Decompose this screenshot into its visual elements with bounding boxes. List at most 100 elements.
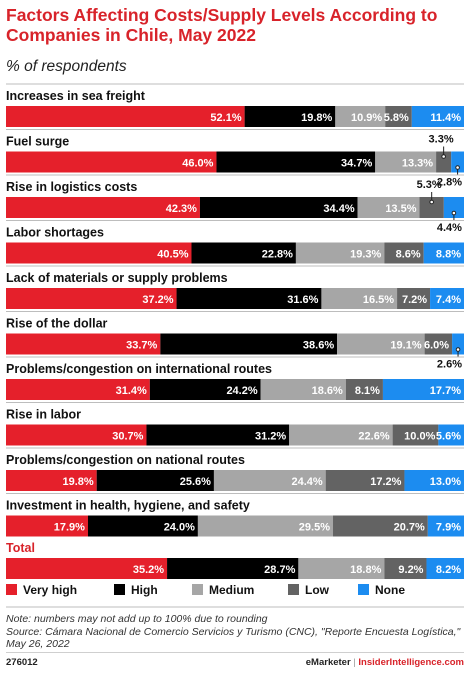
data-label: 19.8% [301, 112, 332, 124]
label-leader-dot [441, 154, 446, 159]
chart-subtitle: % of respondents [6, 58, 127, 75]
data-label: 24.0% [164, 522, 195, 534]
data-label: 8.2% [436, 564, 461, 576]
bar-segment [295, 242, 385, 264]
data-label: 6.0% [424, 340, 449, 352]
data-label: 38.6% [303, 340, 334, 352]
data-label: 19.3% [350, 249, 381, 261]
category-label: Fuel surge [6, 135, 69, 149]
data-label: 2.8% [437, 177, 462, 189]
data-label: 28.7% [264, 564, 295, 576]
bar-segment [426, 558, 464, 579]
bar-segment [382, 379, 464, 400]
data-label: 19.8% [62, 476, 93, 488]
footnote: Note: numbers may not add up to 100% due… [6, 613, 466, 651]
data-label: 42.3% [166, 203, 197, 215]
data-label: 10.9% [351, 112, 382, 124]
data-label: 9.2% [398, 564, 423, 576]
data-label: 7.9% [436, 522, 461, 534]
bar-segment [438, 424, 464, 446]
brand-footer: eMarketer | InsiderIntelligence.com [306, 657, 464, 668]
bar-segment [149, 379, 261, 400]
data-label: 29.5% [299, 522, 330, 534]
bar-segment [260, 379, 346, 400]
brand-name: eMarketer [305, 657, 351, 668]
bar-segment [199, 197, 358, 218]
data-label: 10.0% [404, 431, 435, 443]
bar-segment [384, 242, 424, 264]
bar-segment [397, 288, 431, 309]
label-leader-dot [429, 199, 434, 205]
bar-segment [424, 333, 453, 355]
label-leader-dot [455, 165, 460, 170]
legend-label: Medium [209, 583, 254, 597]
data-label: 34.7% [341, 158, 372, 170]
data-label: 8.6% [396, 249, 421, 261]
chart-id: 276012 [6, 657, 38, 668]
bar-segment [6, 197, 200, 218]
bar-segment [176, 288, 322, 309]
data-label: 13.0% [430, 476, 461, 488]
label-leader-dot [451, 210, 457, 216]
data-label: 18.6% [312, 385, 343, 397]
bar-segment [384, 558, 427, 579]
brand-site: InsiderIntelligence.com [358, 657, 464, 668]
legend-label: Low [305, 583, 330, 597]
data-label: 8.1% [355, 385, 380, 397]
data-label: 31.6% [287, 294, 318, 306]
data-label: 25.6% [180, 476, 211, 488]
bar-segment [160, 333, 338, 355]
bar-segment [6, 151, 217, 173]
bar-segment [6, 558, 168, 579]
data-label: 2.6% [437, 359, 462, 371]
bar-segment [430, 288, 464, 309]
bar-segment [321, 288, 398, 309]
bar-segment [298, 558, 385, 579]
note-text: Note: numbers may not add up to 100% due… [6, 613, 268, 625]
legend-swatch [358, 584, 369, 595]
data-label: 13.5% [385, 203, 416, 215]
bar-segment [146, 424, 290, 446]
bar-segment [6, 424, 147, 446]
bar-segment [427, 515, 464, 537]
bar-segment [216, 151, 376, 173]
data-label: 5.6% [436, 431, 461, 443]
category-label: Investment in health, hygiene, and safet… [6, 499, 250, 513]
bar-segment [443, 197, 464, 218]
bar-segment [436, 151, 452, 173]
legend-label: Very high [23, 583, 77, 597]
legend-label: None [375, 583, 405, 597]
stacked-bar-chart: Increases in sea freight 52.1% 19.8% 10.9% 5… [6, 83, 464, 608]
data-label: 52.1% [210, 112, 241, 124]
data-label: 18.8% [350, 564, 381, 576]
bar-segment [6, 379, 150, 400]
footer-divider [6, 652, 464, 653]
bar-segment [411, 106, 464, 127]
data-label: 8.8% [436, 249, 461, 261]
category-label: Increases in sea freight [6, 89, 146, 103]
bar-segment [191, 242, 296, 264]
data-label: 17.2% [370, 476, 401, 488]
bar-segment [385, 106, 412, 127]
data-label: 4.4% [437, 222, 462, 234]
data-label: 34.4% [323, 203, 354, 215]
data-label: 20.7% [394, 522, 425, 534]
data-label: 3.3% [429, 134, 454, 146]
bar-segment [6, 515, 88, 537]
data-label: 16.5% [363, 294, 394, 306]
bar-segment [423, 242, 464, 264]
bar-segment [452, 333, 464, 355]
data-label: 35.2% [133, 564, 164, 576]
bar-segment [197, 515, 334, 537]
bar-segment [87, 515, 198, 537]
data-label: 11.4% [430, 112, 461, 124]
data-label: 22.6% [358, 431, 389, 443]
bar-segment [451, 151, 464, 173]
data-label: 33.7% [126, 340, 157, 352]
bar-segment [375, 151, 437, 173]
bar-segment [244, 106, 336, 127]
data-label: 31.2% [255, 431, 286, 443]
legend-swatch [288, 584, 299, 595]
data-label: 19.1% [390, 340, 421, 352]
bar-segment [6, 106, 245, 127]
